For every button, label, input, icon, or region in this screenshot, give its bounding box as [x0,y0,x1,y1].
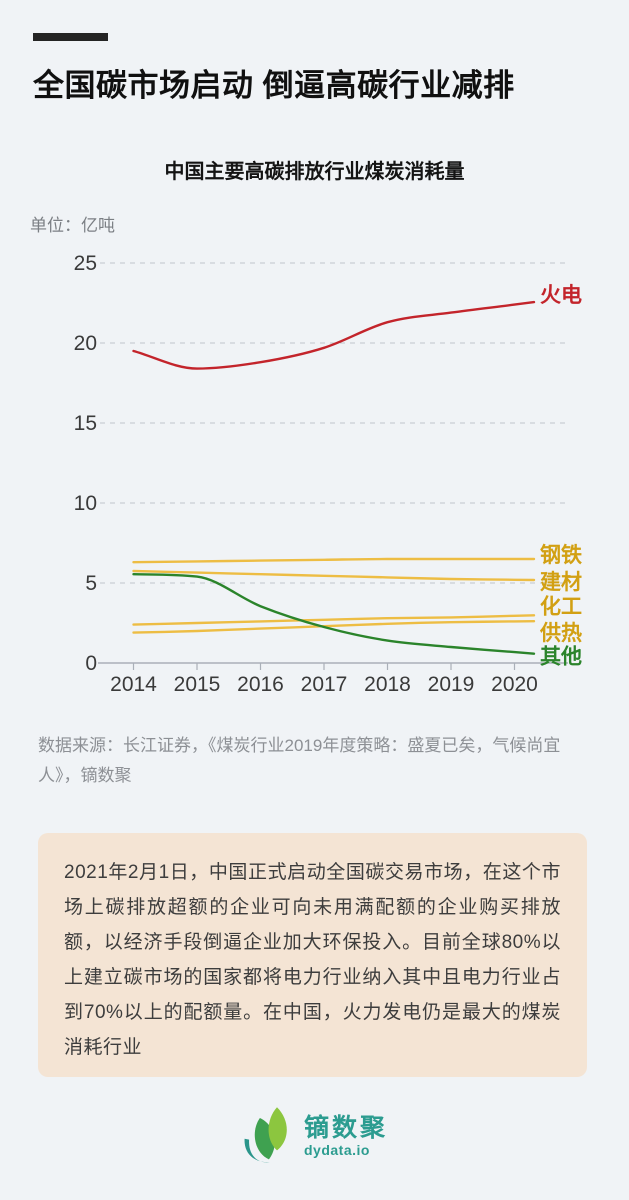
series-label-chemical: 化工 [540,594,582,618]
x-axis-label: 2014 [110,673,157,696]
x-axis-label: 2016 [237,673,284,696]
y-axis-label: 0 [85,652,97,675]
line-chart: 0 5 10 15 20 25 2014 2015 2016 2017 2018 2019 2020 火电… [74,252,582,696]
series-line-chemical [132,614,536,626]
brand-domain: dydata.io [303,1142,370,1159]
series-line-thermal-power [132,300,536,370]
dydata-leaf-icon [244,1107,287,1163]
series-label-building-materials: 建材 [540,570,582,594]
note-box: 2021年2月1日，中国正式启动全国碳交易市场，在这个市场上碳排放超额的企业可向… [38,833,587,1077]
x-axis-label: 2015 [174,673,221,696]
page-title: 全国碳市场启动 倒逼高碳行业减排 [33,68,515,103]
y-axis-label: 25 [74,252,97,275]
series-label-steel: 钢铁 [540,543,582,567]
y-axis-label: 10 [74,492,97,515]
unit-label: 单位：亿吨 [30,216,115,235]
series-line-building-materials [132,569,536,582]
y-axis-label: 15 [74,412,97,435]
footer-logo: 镝数聚 dydata.io [0,1106,629,1166]
y-axis-label: 20 [74,332,97,355]
x-axis-label: 2018 [364,673,411,696]
x-axis-label: 2017 [301,673,348,696]
accent-bar [33,33,108,41]
y-axis-label: 5 [85,572,97,595]
series-line-steel [132,557,536,564]
series-label-heating: 供热 [539,621,582,645]
leaf-teal-swoosh [244,1138,270,1163]
x-axis-label: 2020 [491,673,538,696]
leaf-light [268,1107,287,1151]
series-label-other: 其他 [540,645,582,669]
series-line-other [132,573,536,655]
series-label-thermal-power: 火电 [540,284,582,307]
x-axis-label: 2019 [428,673,475,696]
brand-name: 镝数聚 [303,1113,388,1142]
data-source: 数据来源：长江证券，《煤炭行业2019年度策略：盛夏已矣，气候尚宜人》，镝数聚 [38,736,561,785]
note-text: 2021年2月1日，中国正式启动全国碳交易市场，在这个市场上碳排放超额的企业可向… [64,862,561,1058]
chart-title: 中国主要高碳排放行业煤炭消耗量 [164,161,465,183]
